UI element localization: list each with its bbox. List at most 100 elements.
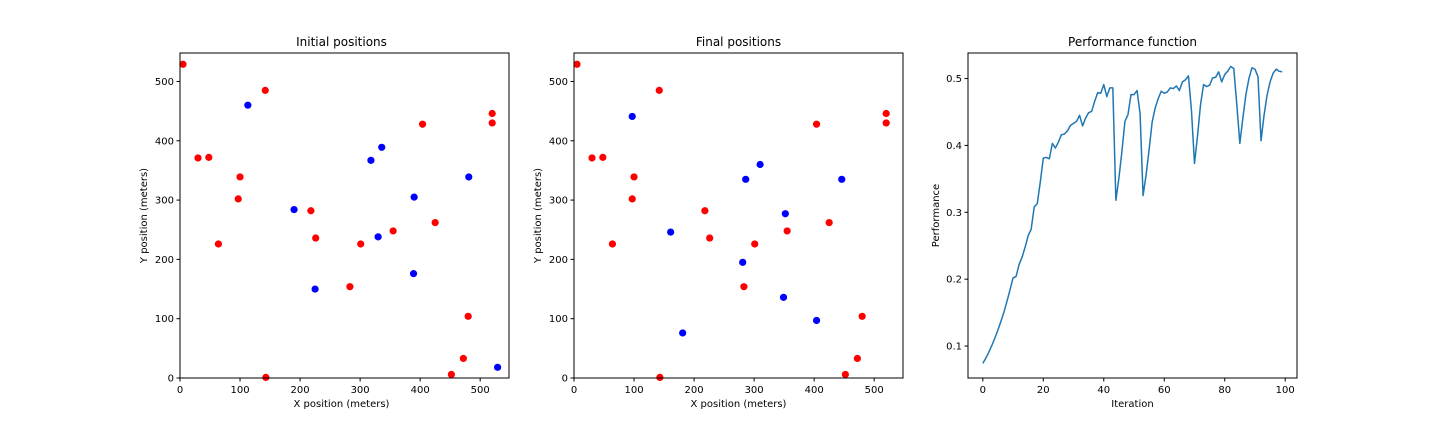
initial-positions-x-axis-label: X position (meters) [294,399,390,410]
performance-function-y-tick-label: 0.2 [946,275,962,286]
final-positions-blue-point [812,316,821,325]
performance-function-y-tick-label: 0.4 [946,141,962,152]
initial-positions-red-point [346,283,354,291]
final-positions-y-axis-label: Y position (meters) [533,168,544,264]
final-positions-panel: Final positions X position (meters) Y po… [533,35,904,410]
initial-positions-y-tick-label: 300 [155,196,174,207]
final-positions-red-point [751,240,759,248]
initial-positions-x-tick-label: 100 [230,385,249,396]
final-positions-blue-point [739,258,747,266]
performance-function-plot-frame [967,52,1298,379]
final-positions-blue-point [679,329,687,337]
final-positions-x-tick-label: 200 [685,385,704,396]
final-positions-blue-point [779,293,788,301]
final-positions-red-point [608,240,617,248]
final-positions-y-tick-label: 400 [549,136,568,147]
final-positions-red-point [825,219,833,227]
performance-function-x-tick-label: 60 [1158,385,1171,396]
final-positions-y-tick-label: 500 [549,77,568,88]
initial-positions-ticks: 0 100 200 300 400 500 0 100 200 300 400 500 [155,77,490,396]
initial-positions-x-tick-label: 300 [351,385,370,396]
final-positions-points [573,60,890,382]
initial-positions-red-point [262,373,270,382]
initial-positions-red-point [234,195,242,203]
initial-positions-blue-point [465,173,473,181]
initial-positions-y-tick-label: 100 [155,314,174,325]
initial-positions-panel: Initial positions X position (meters) Y … [139,35,510,410]
final-positions-x-tick-label: 100 [624,385,643,396]
initial-positions-red-point [261,86,269,94]
performance-function-x-tick-label: 0 [980,385,986,396]
final-positions-blue-point [756,160,764,169]
final-positions-red-point [573,60,581,68]
initial-positions-blue-point [374,233,382,241]
initial-positions-red-point [431,219,439,227]
initial-positions-red-point [312,234,320,242]
performance-function-x-tick-label: 20 [1037,385,1050,396]
initial-positions-blue-point [290,205,298,214]
initial-positions-red-point [357,240,365,248]
initial-positions-points [179,60,502,382]
final-positions-red-point [628,195,636,203]
initial-positions-y-tick-label: 200 [155,255,174,266]
performance-function-y-tick-label: 0.3 [946,208,962,219]
final-positions-red-point [783,227,791,235]
initial-positions-red-point [179,60,187,68]
performance-function-x-tick-label: 80 [1218,385,1231,396]
initial-positions-y-tick-label: 400 [155,136,174,147]
initial-positions-red-point [447,370,455,379]
final-positions-blue-point [628,112,636,121]
final-positions-red-point [630,173,638,181]
initial-positions-blue-point [493,363,502,371]
initial-positions-red-point [307,207,315,215]
initial-positions-x-tick-label: 500 [471,385,490,396]
initial-positions-red-point [488,119,496,127]
initial-positions-red-point [389,227,397,235]
final-positions-blue-point [781,210,789,218]
initial-positions-x-tick-label: 0 [177,385,183,396]
final-positions-title: Final positions [696,35,781,49]
initial-positions-red-point [194,154,202,162]
initial-positions-blue-point [409,270,418,278]
performance-function-line [982,65,1283,364]
final-positions-blue-point [742,175,750,183]
initial-positions-red-point [236,173,244,181]
initial-positions-blue-point [311,285,319,293]
initial-positions-x-tick-label: 200 [291,385,310,396]
final-positions-plot-frame [573,52,904,379]
initial-positions-blue-point [410,193,418,201]
final-positions-red-point [701,207,709,215]
final-positions-y-tick-label: 100 [549,314,568,325]
initial-positions-y-tick-label: 500 [155,77,174,88]
final-positions-x-tick-label: 0 [571,385,577,396]
performance-function-title: Performance function [1068,35,1197,49]
performance-function-y-axis-label: Performance [931,184,942,247]
initial-positions-red-point [214,240,223,248]
initial-positions-title: Initial positions [296,35,387,49]
final-positions-red-point [882,109,890,118]
final-positions-y-tick-label: 0 [562,374,568,385]
final-positions-red-point [655,86,663,94]
final-positions-red-point [853,354,861,363]
final-positions-y-tick-label: 300 [549,196,568,207]
initial-positions-blue-point [244,101,252,109]
final-positions-red-point [841,370,849,379]
final-positions-red-point [706,234,714,242]
performance-function-ticks: 0 20 40 60 80 100 0.1 0.2 0.3 0.4 0.5 [946,74,1295,396]
initial-positions-red-point [488,109,496,118]
performance-function-x-tick-label: 40 [1097,385,1110,396]
initial-positions-x-tick-label: 400 [411,385,430,396]
performance-function-x-axis-label: Iteration [1111,399,1153,410]
final-positions-red-point [858,312,866,320]
initial-positions-blue-point [367,156,375,164]
final-positions-x-tick-label: 300 [745,385,764,396]
final-positions-red-point [882,119,890,127]
final-positions-red-point [812,120,821,128]
performance-function-y-tick-label: 0.5 [946,74,962,85]
final-positions-red-point [656,373,664,382]
final-positions-red-point [599,153,607,161]
final-positions-y-tick-label: 200 [549,255,568,266]
final-positions-x-axis-label: X position (meters) [691,399,787,410]
